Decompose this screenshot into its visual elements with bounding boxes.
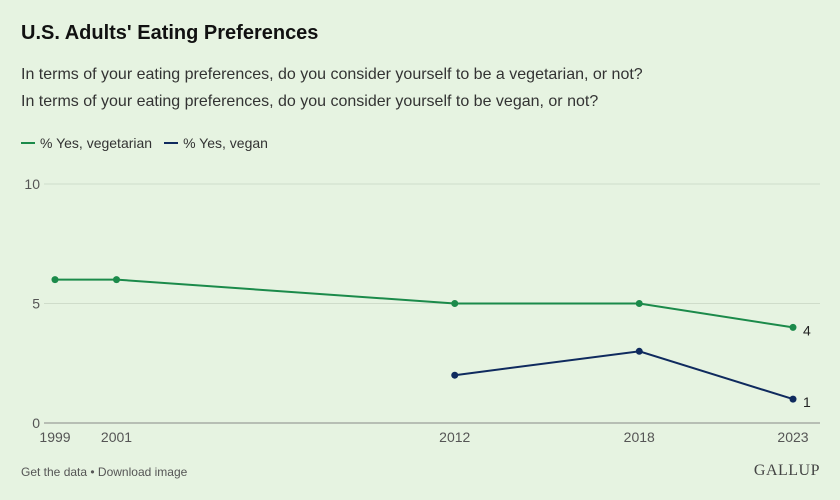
legend-label-vegan: % Yes, vegan	[183, 135, 268, 151]
chart-subtitle-vegan: In terms of your eating preferences, do …	[21, 93, 599, 110]
legend-item-vegan: % Yes, vegan	[164, 135, 268, 151]
data-point-vegetarian-2001	[113, 276, 120, 284]
chart-title: U.S. Adults' Eating Preferences	[21, 22, 319, 44]
data-point-vegan-2012	[451, 371, 459, 379]
x-tick-label-2018: 2018	[624, 429, 655, 445]
footer-separator: •	[87, 465, 98, 479]
legend-label-vegetarian: % Yes, vegetarian	[40, 135, 153, 151]
end-label-vegetarian: 4	[803, 322, 811, 338]
end-label-vegan: 1	[803, 394, 811, 410]
legend-item-vegetarian: % Yes, vegetarian	[21, 135, 152, 151]
x-tick-label-2023: 2023	[777, 429, 808, 445]
data-point-vegetarian-2023	[789, 323, 797, 331]
download-image-link[interactable]: Download image	[97, 465, 188, 479]
data-point-vegan-2018	[635, 347, 643, 355]
series-line-vegan	[454, 350, 794, 401]
data-point-vegetarian-1999	[51, 276, 59, 284]
legend-swatch-vegetarian	[21, 142, 35, 144]
data-point-vegetarian-2012	[451, 300, 459, 307]
y-tick-label-0: 0	[32, 415, 40, 431]
get-data-link[interactable]: Get the data	[21, 465, 88, 479]
data-point-vegetarian-2018	[635, 300, 643, 307]
gallup-logo: GALLUP	[753, 462, 820, 479]
x-tick-label-1999: 1999	[39, 429, 70, 445]
y-tick-label-5: 5	[32, 296, 40, 312]
chart-legend: % Yes, vegetarian % Yes, vegan	[21, 135, 268, 151]
footer-links: Get the data • Download image	[21, 465, 187, 479]
x-tick-label-2012: 2012	[439, 429, 470, 445]
data-point-vegan-2023	[789, 395, 797, 403]
legend-swatch-vegan	[164, 142, 179, 144]
x-tick-label-2001: 2001	[101, 429, 132, 445]
y-tick-label-10: 10	[24, 176, 40, 192]
chart-subtitle-vegetarian: In terms of your eating preferences, do …	[21, 66, 643, 83]
